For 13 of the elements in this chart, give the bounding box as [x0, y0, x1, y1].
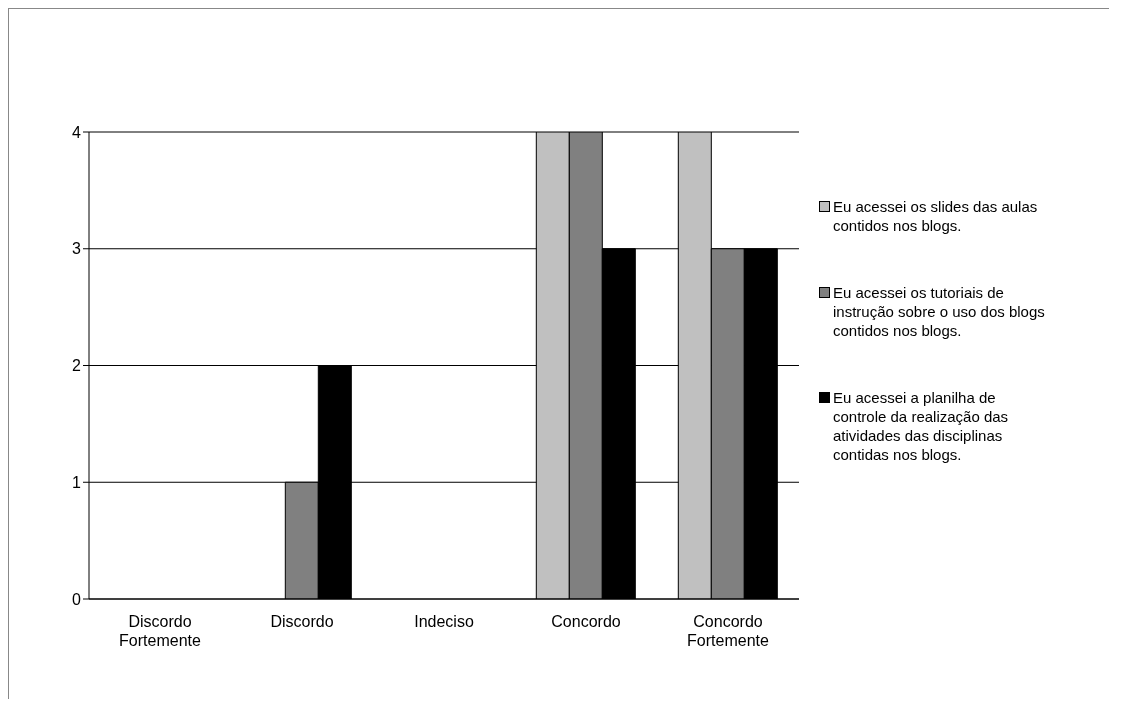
y-tick-label: 1	[72, 473, 82, 491]
x-tick-label: Concordo Fortemente	[687, 613, 770, 649]
x-tick-label: Discordo Fortemente	[119, 613, 202, 649]
x-tick-label: Concordo	[551, 613, 621, 630]
x-tick-label: Indeciso	[414, 613, 474, 630]
legend-label: Eu acessei a planilha de controle da realização das atividades das disciplinas contidas nos blogs.	[833, 387, 1010, 464]
legend-label: Eu acessei os tutoriais de instrução sobre o uso dos blogs contidos nos blogs.	[833, 282, 1046, 340]
y-tick-label: 3	[72, 240, 82, 258]
y-tick-label: 4	[72, 123, 82, 141]
y-tick-label: 2	[72, 357, 82, 375]
x-tick-label: Discordo	[270, 613, 334, 630]
legend-label: Eu acessei os slides das aulas contidos nos blogs.	[833, 196, 1039, 235]
y-tick-label: 0	[72, 590, 82, 608]
